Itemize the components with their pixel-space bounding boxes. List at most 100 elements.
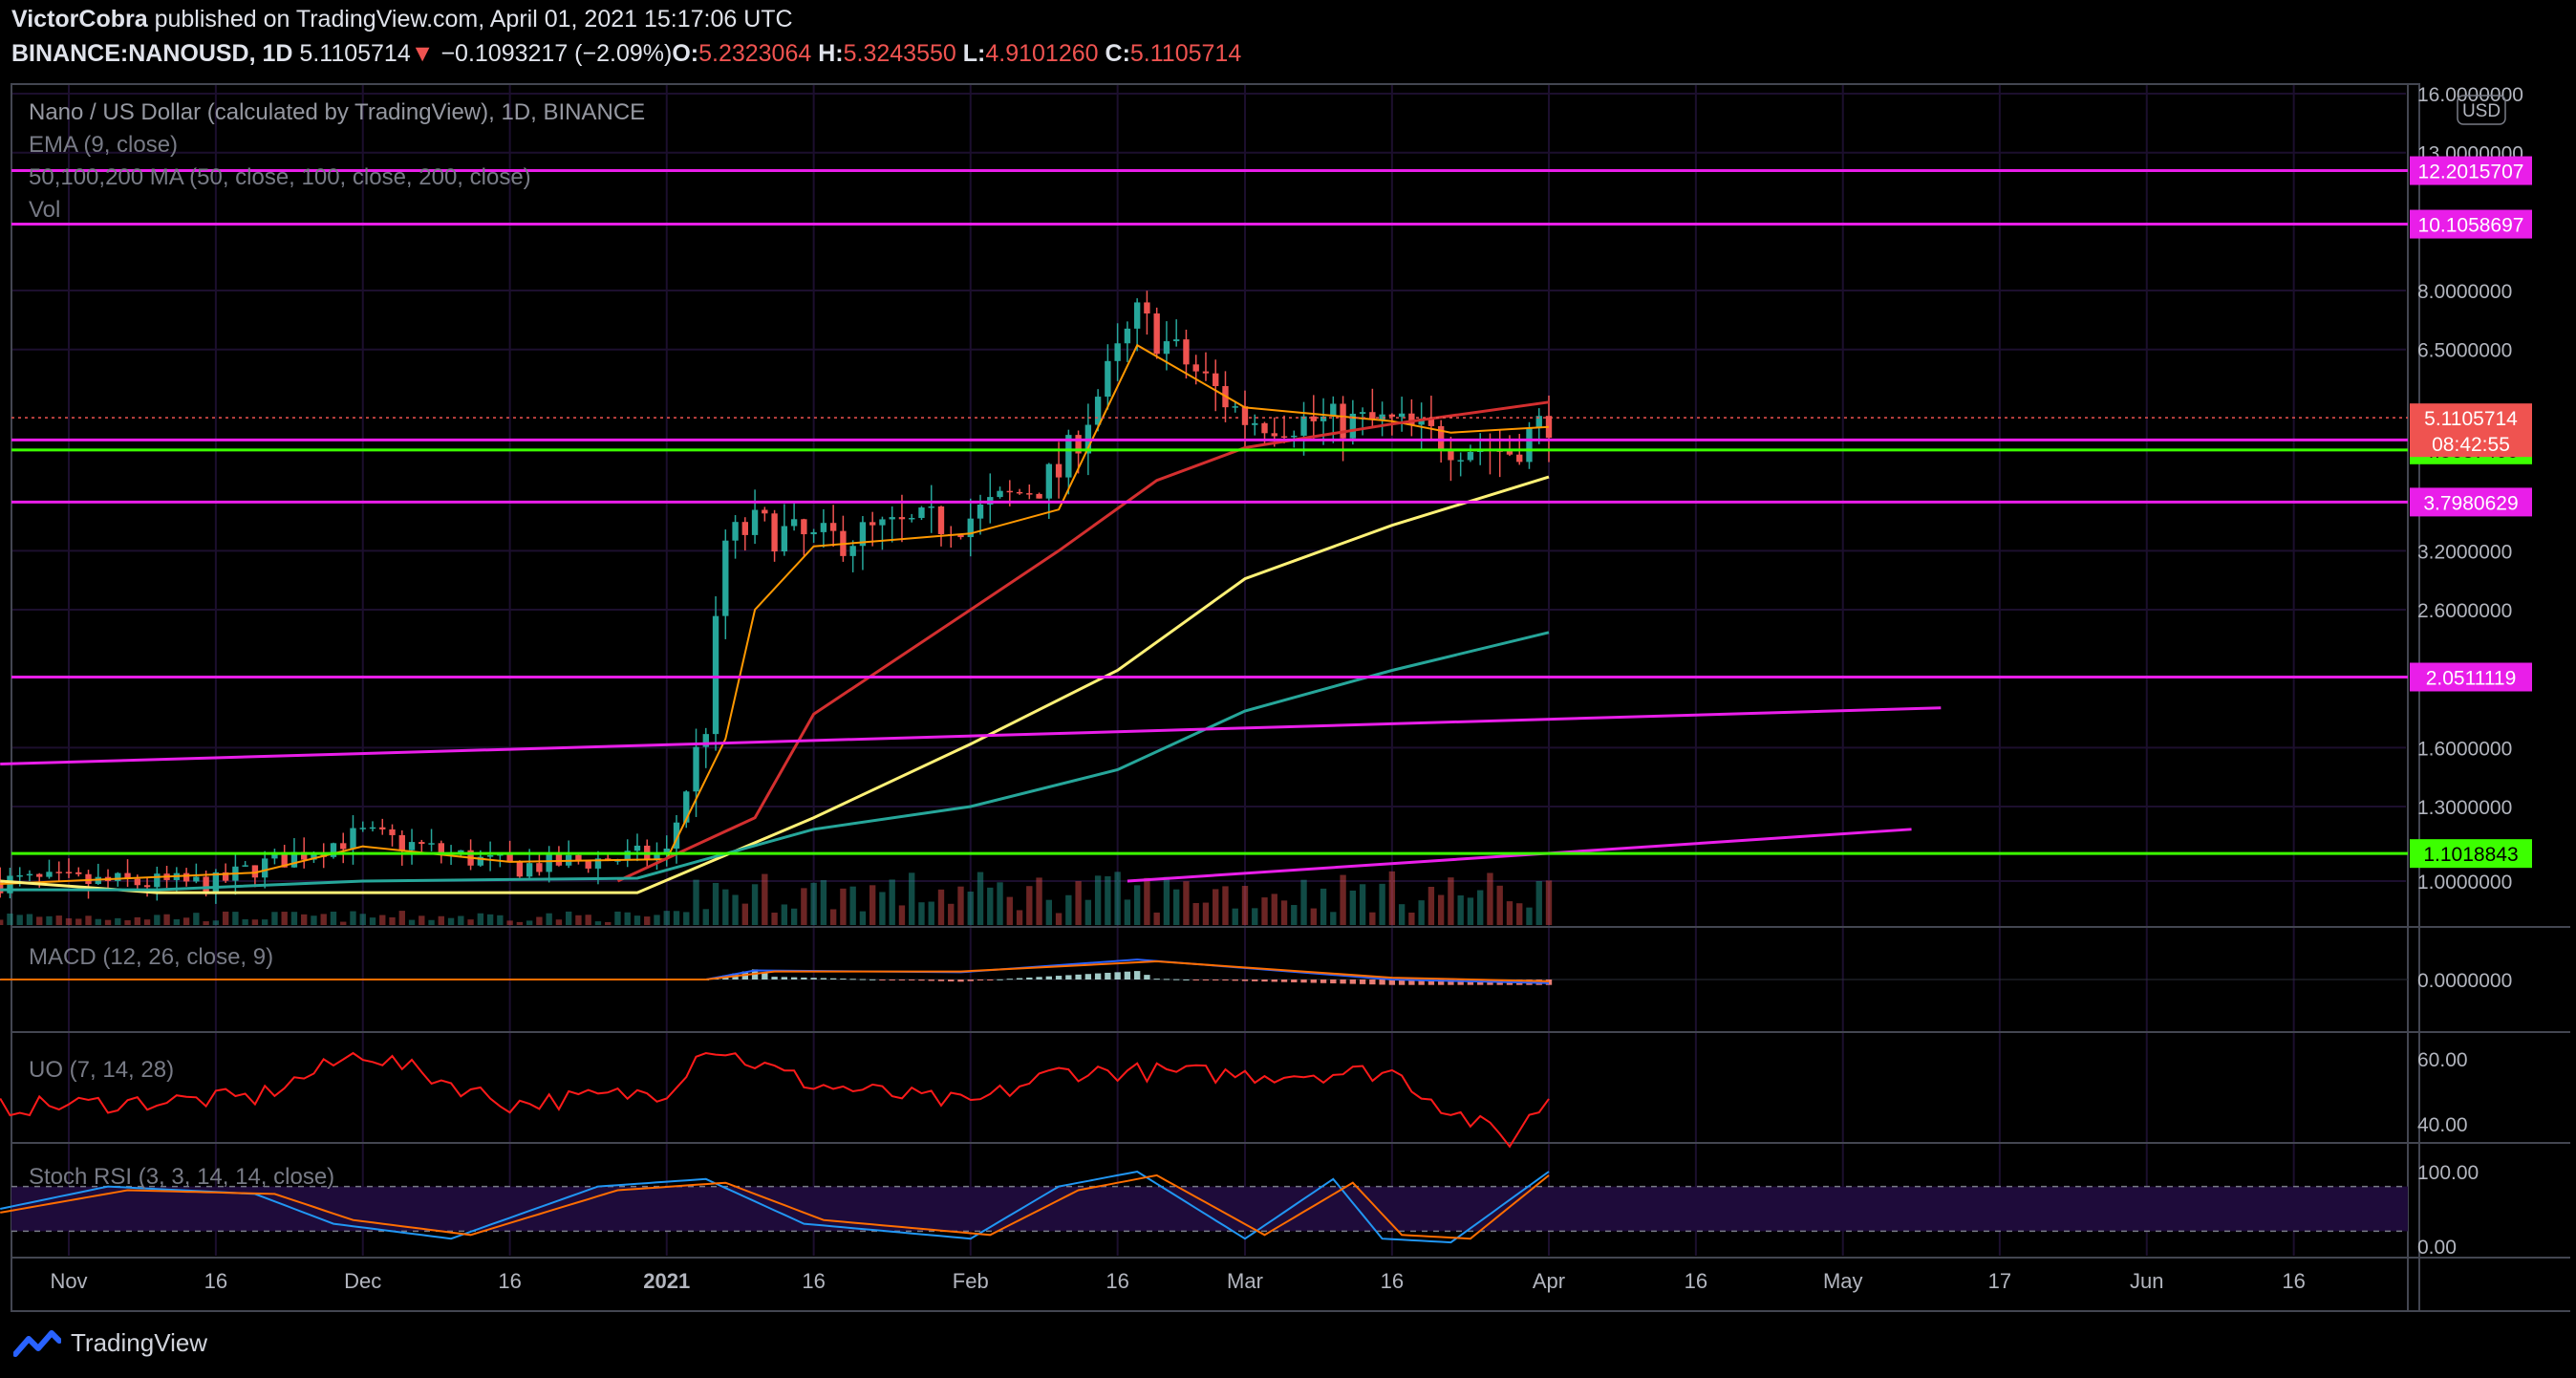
currency-badge — [2457, 95, 2506, 125]
candle — [143, 876, 151, 897]
candle — [1379, 401, 1385, 437]
candle-body — [585, 861, 591, 869]
candle — [251, 865, 259, 888]
volume-bar — [1280, 900, 1288, 925]
volume-bar — [516, 921, 524, 925]
macd-histogram-bar — [1133, 971, 1141, 980]
last-price: 5.1105714 — [299, 40, 411, 67]
volume-bar — [1545, 880, 1553, 925]
candle-body — [849, 546, 856, 556]
ma-legend[interactable]: 50,100,200 MA (50, close, 100, close, 20… — [29, 164, 531, 190]
candle — [712, 595, 719, 751]
candle-body — [124, 872, 131, 879]
volume-bar — [222, 911, 229, 925]
volume-bar — [36, 916, 43, 925]
candle-body — [182, 872, 190, 882]
candle — [1300, 401, 1307, 456]
candle-body — [1202, 371, 1210, 374]
volume-bar — [1144, 877, 1150, 925]
volume-bar — [447, 917, 455, 925]
main-series-legend[interactable]: Nano / US Dollar (calculated by TradingV… — [29, 99, 646, 125]
candle-body — [801, 519, 807, 535]
candle — [75, 867, 82, 877]
x-tick-label: 16 — [498, 1269, 521, 1293]
volume-bar — [301, 914, 308, 925]
volume-bar — [1252, 908, 1258, 925]
candle-body — [1506, 450, 1513, 455]
x-tick-label: 16 — [1685, 1269, 1707, 1293]
volume-bar — [1467, 897, 1474, 925]
candle — [1036, 492, 1042, 499]
volume-bar — [506, 920, 513, 925]
volume-bar — [438, 915, 444, 925]
candle — [124, 859, 131, 888]
volume-bar — [486, 914, 494, 925]
volume-bar — [1133, 885, 1141, 925]
candle-body — [506, 853, 513, 862]
volume-bar — [722, 889, 729, 925]
volume-bar — [428, 919, 435, 925]
candle — [1398, 397, 1406, 432]
ema-legend[interactable]: EMA (9, close) — [29, 132, 179, 158]
volume-bar — [654, 915, 660, 925]
volume-bar — [458, 915, 464, 925]
candle-body — [1105, 360, 1111, 398]
candle — [369, 821, 376, 832]
candle-body — [1467, 451, 1474, 461]
high-label: H: — [818, 40, 844, 67]
candle — [762, 506, 768, 522]
candle-body — [408, 842, 416, 850]
candle-body — [859, 522, 867, 547]
candle — [182, 868, 190, 887]
macd-histogram-bar — [829, 978, 837, 980]
candle-body — [1124, 328, 1131, 344]
volume-bar — [1526, 907, 1533, 925]
author-name[interactable]: VictorCobra — [11, 6, 148, 32]
candle-body — [311, 854, 317, 860]
volume-bar — [163, 914, 170, 925]
close-label: C: — [1105, 40, 1130, 67]
candle-body — [281, 851, 288, 868]
candle — [389, 824, 396, 847]
candle-body — [909, 518, 915, 520]
candle-body — [438, 843, 444, 853]
volume-bar — [712, 882, 719, 925]
volume-bar — [104, 919, 112, 925]
candle — [918, 506, 925, 521]
uo-y-tick-label: 40.00 — [2417, 1114, 2468, 1136]
candle-body — [1114, 343, 1121, 361]
y-tick-label: 3.2000000 — [2417, 541, 2512, 563]
candle-body — [1173, 339, 1180, 342]
level-price-label: 1.1018843 — [2423, 844, 2518, 866]
volume-bar — [948, 903, 955, 925]
volume-bar — [957, 886, 964, 925]
stoch-y-tick-label: 100.00 — [2417, 1162, 2479, 1184]
candle-body — [46, 872, 53, 877]
volume-bar — [889, 879, 895, 925]
volume-bar — [115, 917, 121, 925]
x-tick-label: 16 — [1381, 1269, 1404, 1293]
volume-bar — [1075, 881, 1082, 925]
candle — [85, 870, 92, 899]
footer-brand[interactable]: TradingView — [13, 1328, 207, 1358]
candle-body — [7, 875, 13, 894]
series-line-ma-200 — [0, 631, 1550, 892]
uo-legend[interactable]: UO (7, 14, 28) — [29, 1057, 175, 1083]
open-label: O: — [672, 40, 699, 67]
volume-bar — [124, 920, 131, 925]
macd-legend[interactable]: MACD (12, 26, close, 9) — [29, 944, 274, 970]
volume-bar — [1222, 886, 1229, 925]
symbol-name: BINANCE:NANOUSD, 1D — [11, 40, 293, 67]
volume-legend[interactable]: Vol — [29, 197, 61, 223]
macd-histogram-bar — [1320, 980, 1327, 983]
macd-histogram-bar — [1457, 980, 1464, 985]
level-price-label: 12.2015707 — [2418, 161, 2524, 183]
macd-histogram-bar — [1036, 977, 1042, 980]
volume-bar — [614, 911, 621, 925]
candle-body — [1388, 414, 1396, 418]
stoch-rsi-legend[interactable]: Stoch RSI (3, 3, 14, 14, close) — [29, 1164, 335, 1190]
volume-bar — [1330, 912, 1337, 925]
volume-bar — [859, 911, 867, 925]
volume-bar — [1398, 904, 1406, 925]
